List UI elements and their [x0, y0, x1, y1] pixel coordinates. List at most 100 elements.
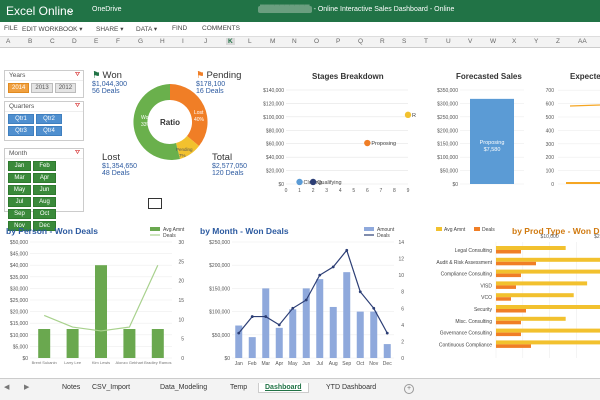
menu-find[interactable]: FIND [172, 25, 188, 32]
slicer-month-may[interactable]: May [8, 185, 31, 195]
slicer-month-aug[interactable]: Aug [33, 197, 56, 207]
by-month-chart[interactable]: $0 $50,000 $100,000 $150,000 $200,000 $250,00… [196, 224, 408, 372]
donut-slice-lost[interactable] [170, 84, 208, 146]
x-tick-label: Aug [329, 361, 338, 367]
category-label: Governance Consulting [440, 331, 492, 337]
slicer-qtr3[interactable]: Qtr3 [8, 126, 34, 136]
column-header-i[interactable]: I [182, 38, 184, 45]
column-header-w[interactable]: W [490, 38, 497, 45]
tab-csv-import[interactable]: CSV_Import [92, 384, 131, 391]
app-switcher-chevron-icon[interactable]: ⌄ [66, 4, 76, 16]
onedrive-link[interactable]: OneDrive [92, 6, 122, 13]
slicer-month-oct[interactable]: Oct [33, 209, 56, 219]
column-header-f[interactable]: F [116, 38, 120, 45]
column-header-l[interactable]: L [248, 38, 252, 45]
bar-feb [248, 337, 256, 358]
menu-file[interactable]: FILE [4, 25, 18, 32]
y2-tick-label: 10 [398, 273, 404, 279]
by-person-chart[interactable]: $0 $5,000 $10,000 $15,000 $20,000 $25,000 $30,… [0, 224, 198, 372]
x-tick-label: Alonzo Gebhart [116, 360, 145, 365]
y-tick-label: 700 [546, 88, 555, 94]
column-header-r[interactable]: R [380, 38, 385, 45]
column-header-z[interactable]: Z [556, 38, 560, 45]
slicer-qtr4[interactable]: Qtr4 [36, 126, 62, 136]
column-header-x[interactable]: X [512, 38, 517, 45]
column-header-e[interactable]: E [94, 38, 99, 45]
column-header-p[interactable]: P [336, 38, 341, 45]
y-tick-label: $0 [452, 182, 458, 188]
slicer-qtr2[interactable]: Qtr2 [36, 114, 62, 124]
clear-filter-icon[interactable]: ⛛ [74, 103, 80, 109]
tab-notes[interactable]: Notes [62, 384, 81, 391]
tab-ytd-dashboard[interactable]: YTD Dashboard [326, 384, 377, 391]
column-header-b[interactable]: B [28, 38, 33, 45]
column-header-v[interactable]: V [468, 38, 473, 45]
x-tick-label: 8 [393, 188, 396, 194]
months-slicer-title: Month [9, 150, 28, 157]
stages-breakdown-chart[interactable]: $0 $20,000 $40,000 $60,000 $80,000 $100,000 $1… [248, 84, 416, 196]
slicer-month-nov[interactable]: Nov [8, 221, 31, 231]
column-header-aa[interactable]: AA [578, 38, 587, 45]
ratio-donut-chart[interactable]: Ratio Won 33% Lost 40% Pending 7% [128, 80, 212, 164]
menu-comments[interactable]: COMMENTS [202, 25, 240, 32]
column-header-k[interactable]: K [226, 38, 235, 45]
lost-amount: $1,354,650 [102, 163, 138, 170]
column-header-u[interactable]: U [446, 38, 451, 45]
total-deals: 120 Deals [212, 170, 244, 177]
column-header-m[interactable]: M [270, 38, 276, 45]
slicer-qtr1[interactable]: Qtr1 [8, 114, 34, 124]
tab-dashboard[interactable]: Dashboard [258, 383, 309, 393]
tab-scroll-left-icon[interactable]: ◀ [4, 384, 10, 391]
bar-mar [262, 288, 270, 358]
bar-avg-amnt [496, 328, 600, 333]
y-tick-label: $100,000 [263, 115, 284, 121]
scatter-point-proposing [364, 139, 371, 147]
donut-slice-pending[interactable] [176, 136, 199, 159]
menu-edit-workbook[interactable]: EDIT WORKBOOK ▾ [22, 26, 83, 33]
deals-line [43, 264, 159, 332]
column-header-t[interactable]: T [424, 38, 428, 45]
column-header-c[interactable]: C [50, 38, 55, 45]
donut-slice-won[interactable] [133, 84, 180, 160]
column-header-j[interactable]: J [204, 38, 208, 45]
legend-amount: Amount [377, 227, 395, 233]
column-header-s[interactable]: S [402, 38, 407, 45]
slicer-month-jan[interactable]: Jan [8, 161, 31, 171]
slicer-year-2012[interactable]: 2012 [54, 83, 77, 93]
slicer-month-jun[interactable]: Jun [33, 185, 56, 195]
column-header-o[interactable]: O [314, 38, 320, 45]
add-sheet-icon[interactable]: + [404, 384, 414, 394]
bar-avg-amnt [496, 305, 600, 309]
slicer-month-feb[interactable]: Feb [33, 161, 56, 171]
deals-point [318, 273, 322, 277]
expected-chart[interactable]: 0 100 200 300 400 500 600 700 [530, 84, 600, 196]
menu-data[interactable]: DATA ▾ [136, 26, 158, 33]
slicer-month-mar[interactable]: Mar [8, 173, 31, 183]
clear-filter-icon[interactable]: ⛛ [74, 150, 80, 156]
column-header-n[interactable]: N [292, 38, 297, 45]
bar-may [289, 309, 297, 358]
app-name[interactable]: Excel Online [6, 4, 74, 18]
form-control-placeholder[interactable] [148, 198, 162, 209]
column-header-d[interactable]: D [72, 38, 77, 45]
y2-tick-label: 5 [181, 337, 184, 343]
forecasted-sales-chart[interactable]: $0 $50,000 $100,000 $150,000 $200,000 $250,00… [424, 84, 528, 196]
column-header-a[interactable]: A [6, 38, 11, 45]
tab-temp[interactable]: Temp [230, 384, 248, 391]
by-prod-type-chart[interactable]: Avg Amnt Deals $10,000 $20,000 Legal Consult… [410, 224, 600, 372]
slicer-month-sep[interactable]: Sep [8, 209, 31, 219]
column-header-y[interactable]: Y [534, 38, 539, 45]
menu-share[interactable]: SHARE ▾ [96, 26, 124, 33]
clear-filter-icon[interactable]: ⛛ [74, 72, 80, 78]
slicer-month-apr[interactable]: Apr [33, 173, 56, 183]
slicer-year-2014[interactable]: 2014 [8, 83, 30, 93]
column-header-g[interactable]: G [138, 38, 144, 45]
tab-data-modeling[interactable]: Data_Modeling [160, 384, 208, 391]
tab-scroll-right-icon[interactable]: ▶ [24, 384, 30, 391]
column-header-h[interactable]: H [160, 38, 165, 45]
y-tick-label: $100,000 [209, 310, 230, 316]
slicer-month-jul[interactable]: Jul [8, 197, 31, 207]
column-header-q[interactable]: Q [358, 38, 364, 45]
slicer-month-dec[interactable]: Dec [33, 221, 56, 231]
slicer-year-2013[interactable]: 2013 [31, 83, 53, 93]
